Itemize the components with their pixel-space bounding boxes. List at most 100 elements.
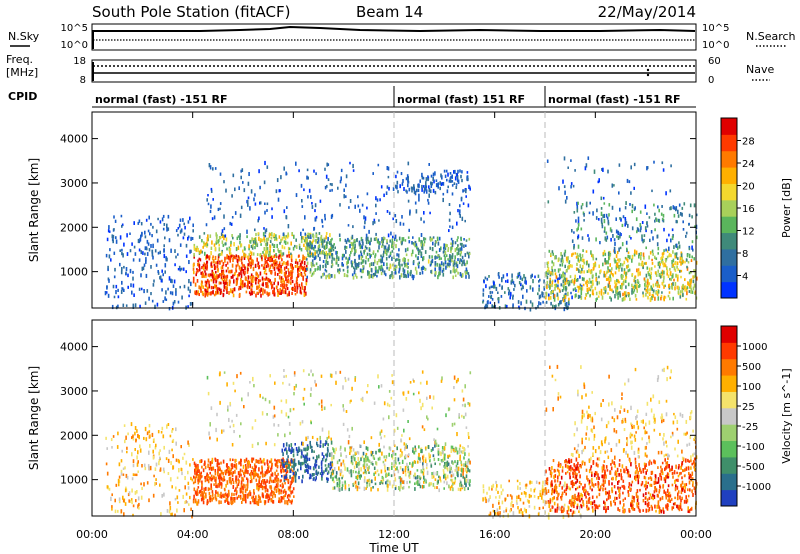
data-cell — [185, 270, 187, 274]
data-cell — [451, 243, 454, 248]
data-cell — [363, 461, 366, 465]
data-cell — [189, 463, 191, 467]
data-cell — [397, 469, 400, 474]
data-cell — [345, 256, 347, 260]
data-cell — [187, 235, 190, 239]
data-cell — [565, 277, 568, 283]
data-cell — [201, 475, 203, 478]
data-cell — [280, 479, 282, 482]
data-cell — [232, 173, 235, 178]
data-cell — [667, 294, 670, 298]
data-cell — [201, 486, 203, 491]
data-cell — [201, 250, 203, 254]
data-cell — [356, 450, 359, 454]
data-cell — [674, 252, 676, 257]
data-cell — [168, 509, 171, 514]
data-cell — [421, 484, 424, 489]
data-cell — [166, 227, 168, 232]
data-cell — [239, 487, 242, 492]
data-cell — [363, 457, 365, 463]
data-cell — [220, 232, 223, 236]
data-cell — [281, 289, 283, 294]
data-cell — [609, 296, 611, 299]
data-cell — [304, 215, 306, 220]
data-cell — [417, 247, 419, 252]
data-cell — [309, 270, 312, 274]
data-cell — [424, 478, 427, 482]
data-cell — [524, 280, 526, 284]
data-cell — [613, 246, 616, 251]
data-cell — [361, 455, 364, 459]
data-cell — [345, 240, 348, 244]
data-cell — [277, 248, 279, 252]
data-cell — [122, 253, 124, 258]
data-cell — [221, 233, 224, 239]
data-cell — [444, 256, 446, 261]
data-cell — [244, 270, 246, 275]
data-cell — [122, 473, 125, 476]
data-cell — [346, 266, 349, 269]
data-cell — [639, 229, 642, 233]
data-cell — [372, 486, 374, 489]
data-cell — [568, 282, 571, 286]
data-cell — [184, 485, 186, 490]
data-cell — [341, 484, 344, 487]
data-cell — [277, 197, 280, 202]
data-cell — [517, 272, 520, 276]
data-cell — [312, 239, 314, 243]
data-cell — [221, 273, 223, 277]
data-cell — [226, 281, 229, 286]
data-cell — [282, 469, 284, 473]
data-cell — [648, 255, 650, 260]
data-cell — [256, 272, 258, 276]
data-cell — [449, 254, 451, 258]
data-cell — [258, 467, 260, 472]
data-cell — [312, 456, 315, 460]
data-cell — [292, 487, 295, 491]
data-cell — [438, 255, 441, 261]
data-cell — [140, 222, 143, 226]
data-cell — [385, 256, 388, 261]
data-cell — [636, 230, 638, 234]
data-cell — [675, 243, 677, 248]
data-cell — [258, 479, 260, 484]
data-cell — [327, 443, 329, 447]
data-cell — [217, 483, 220, 486]
data-cell — [578, 259, 580, 263]
data-cell — [564, 302, 567, 307]
data-cell — [590, 280, 592, 284]
data-cell — [570, 185, 572, 189]
data-cell — [280, 249, 282, 253]
data-cell — [406, 480, 408, 485]
data-cell — [631, 254, 634, 260]
data-cell — [440, 261, 443, 266]
data-cell — [159, 467, 162, 472]
data-cell — [219, 493, 221, 499]
data-cell — [281, 466, 284, 470]
data-cell — [446, 467, 449, 472]
data-cell — [320, 241, 323, 246]
data-cell — [661, 161, 664, 165]
data-cell — [354, 259, 356, 264]
data-cell — [316, 472, 319, 476]
data-cell — [174, 497, 177, 501]
data-cell — [451, 180, 454, 183]
data-cell — [218, 500, 220, 505]
data-cell — [407, 161, 410, 166]
data-cell — [401, 241, 403, 245]
data-cell — [394, 464, 396, 467]
data-cell — [229, 478, 232, 483]
data-cell — [445, 254, 448, 258]
data-cell — [145, 437, 148, 442]
data-cell — [202, 245, 204, 249]
data-cell — [639, 210, 642, 214]
data-cell — [296, 289, 298, 294]
data-cell — [510, 280, 513, 285]
data-cell — [254, 469, 257, 474]
data-cell — [421, 172, 423, 178]
data-cell — [656, 281, 658, 284]
data-cell — [631, 226, 634, 231]
data-cell — [134, 448, 136, 451]
data-cell — [411, 249, 414, 254]
data-cell — [459, 457, 461, 462]
